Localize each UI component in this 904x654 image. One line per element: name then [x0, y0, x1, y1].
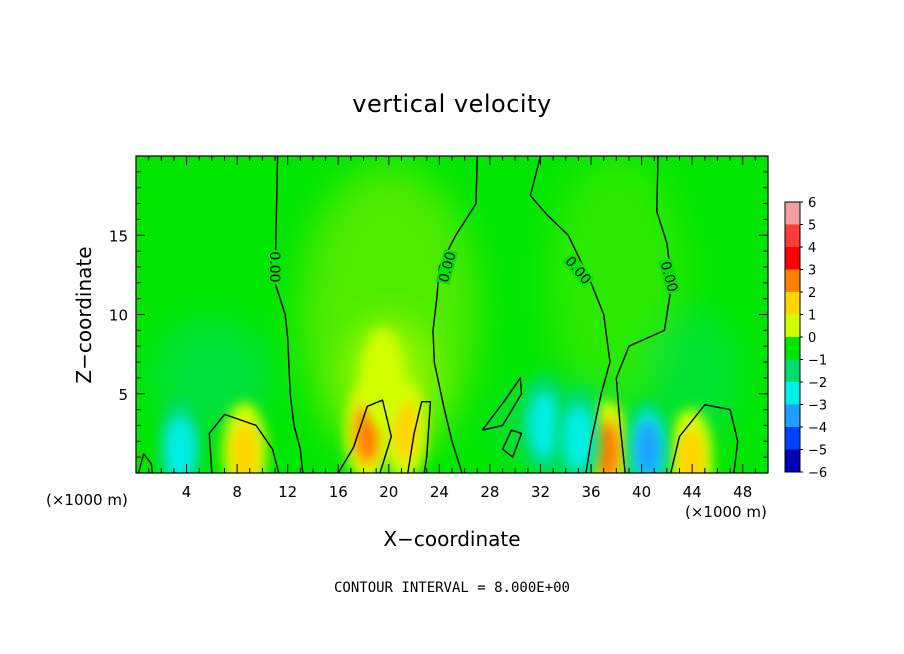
broad-region-5: [642, 307, 743, 448]
x-tick-label: 16: [329, 483, 348, 501]
contour-label-0: 0.00: [266, 251, 282, 282]
colorbar-label: −2: [808, 376, 827, 391]
colorbar-label: −1: [808, 354, 827, 369]
colorbar-swatch: [785, 292, 800, 315]
y-axis-label: Z−coordinate: [72, 246, 96, 383]
zero-contour-10: [137, 453, 154, 474]
broad-region-0: [298, 164, 479, 465]
zero-contour-3: [615, 155, 673, 474]
contour-label-3: 0.00: [657, 260, 681, 294]
colorbar-swatch: [785, 337, 800, 360]
zero-contour-7: [481, 377, 523, 431]
x-tick-label: 44: [683, 483, 702, 501]
x-tick-label: 40: [632, 483, 651, 501]
colorbar-swatch: [785, 382, 800, 405]
colorbar-label: 0: [808, 331, 816, 346]
colorbar-label: 3: [808, 264, 816, 279]
x-tick-label: 24: [430, 483, 449, 501]
cell-6: [158, 399, 203, 473]
colorbar-label: −6: [808, 466, 827, 481]
colorbar-swatch: [785, 314, 800, 338]
colorbar-swatch: [785, 247, 800, 270]
contour-label-1: 0.00: [436, 250, 460, 284]
colorbar-swatch: [785, 449, 800, 473]
plot-area: 0.00 0.00 0.00 0.00: [135, 155, 769, 474]
contour-interval-footer: CONTOUR INTERVAL = 8.000E+00: [334, 580, 570, 596]
colorbar-swatch: [785, 359, 800, 383]
chart-title: vertical velocity: [352, 90, 551, 118]
colorbar-label: 4: [808, 241, 816, 256]
z-tick-label: 15: [109, 227, 128, 245]
cell-9: [625, 399, 670, 473]
colorbar-label: 6: [808, 196, 816, 211]
x-tick-label: 36: [581, 483, 600, 501]
z-tick-label: 10: [109, 307, 128, 325]
x-unit-right: (×1000 m): [685, 503, 767, 521]
colorbar-label: 2: [808, 286, 816, 301]
zero-contour-5: [337, 399, 392, 474]
zero-contour-1: [432, 155, 478, 474]
x-tick-label: 48: [733, 483, 752, 501]
x-tick-label: 4: [182, 483, 192, 501]
colorbar-swatch: [785, 269, 800, 293]
cell-5: [668, 408, 713, 473]
x-unit-left: (×1000 m): [46, 491, 128, 509]
colorbar-swatch: [785, 202, 800, 225]
x-tick-label: 8: [232, 483, 242, 501]
x-axis-label: X−coordinate: [383, 527, 520, 551]
cell-7: [522, 375, 567, 473]
colorbar-label: 1: [808, 309, 816, 324]
zero-contour-4: [208, 413, 280, 474]
zero-contour-0: [274, 155, 304, 474]
zero-contour-6: [407, 401, 432, 474]
colorbar-swatch: [785, 224, 800, 248]
x-tick-label: 32: [531, 483, 550, 501]
colorbar-swatch: [785, 427, 800, 450]
zero-contour-9: [670, 404, 739, 474]
z-tick-label: 5: [118, 386, 128, 404]
x-tick-label: 28: [480, 483, 499, 501]
x-tick-label: 20: [379, 483, 398, 501]
cell-3: [360, 327, 405, 428]
colorbar-swatch: [785, 404, 800, 428]
x-axis-ticks: 4 8 12 16 20 24 28 32 36 40 44 48: [148, 156, 756, 501]
colorbar-label: −4: [808, 421, 827, 436]
zero-contour-2: [529, 155, 611, 474]
colorbar-label: 5: [808, 219, 816, 234]
colorbar: 6 5 4 3 2 1 0 −1 −2 −3 −4 −5 −6: [784, 196, 827, 481]
colorbar-label: −3: [808, 399, 827, 414]
colorbar-label: −5: [808, 444, 827, 459]
z-axis-ticks: 5 10 15: [109, 171, 768, 458]
x-tick-label: 12: [278, 483, 297, 501]
zero-contour-8: [501, 429, 523, 458]
zero-contours: 0.00 0.00 0.00 0.00: [137, 155, 739, 474]
velocity-field: [151, 156, 743, 473]
cell-0: [222, 402, 267, 473]
